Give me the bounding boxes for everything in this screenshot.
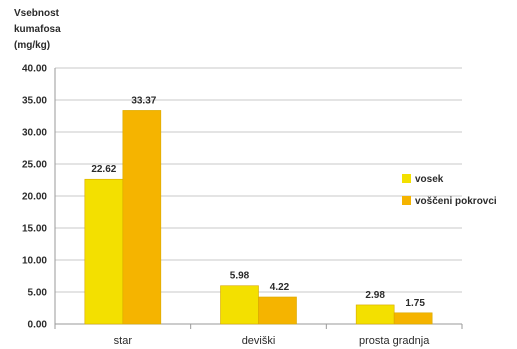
y-axis-label-line-2: kumafosa [14, 24, 61, 35]
bar-vosek-star [84, 178, 124, 325]
y-tick-label: 5.00 [28, 288, 48, 299]
y-tick-label: 0.00 [28, 320, 48, 331]
bar-voščeni-pokrovci-star [122, 110, 162, 325]
x-tick-label: star [114, 335, 133, 347]
y-tick-label: 10.00 [22, 256, 47, 267]
data-label: 4.22 [270, 282, 290, 293]
y-tick-label: 15.00 [22, 224, 47, 235]
legend-swatch [402, 174, 411, 183]
y-axis-label-line-1: Vsebnost [14, 8, 60, 19]
x-tick-label: prosta gradnja [359, 335, 430, 347]
data-label: 5.98 [230, 271, 250, 282]
y-tick-label: 25.00 [22, 160, 47, 171]
data-label: 33.37 [131, 95, 156, 106]
y-tick-label: 30.00 [22, 128, 47, 139]
y-axis-label-line-3: (mg/kg) [14, 40, 51, 51]
x-tick-label: deviški [242, 335, 276, 347]
bar-vosek-deviški [220, 285, 259, 325]
y-tick-label: 35.00 [22, 96, 47, 107]
bar-voščeni-pokrovci-prosta-gradnja [393, 312, 433, 325]
legend-label: voščeni pokrovci [415, 196, 497, 207]
y-tick-label: 40.00 [22, 64, 47, 75]
bar-voščeni-pokrovci-deviški [258, 296, 297, 325]
data-label: 1.75 [405, 298, 425, 309]
y-tick-label: 20.00 [22, 192, 47, 203]
data-label: 22.62 [91, 164, 116, 175]
legend-label: vosek [415, 174, 444, 185]
data-label: 2.98 [365, 290, 385, 301]
bar-vosek-prosta-gradnja [355, 304, 395, 325]
legend-swatch [402, 196, 411, 205]
